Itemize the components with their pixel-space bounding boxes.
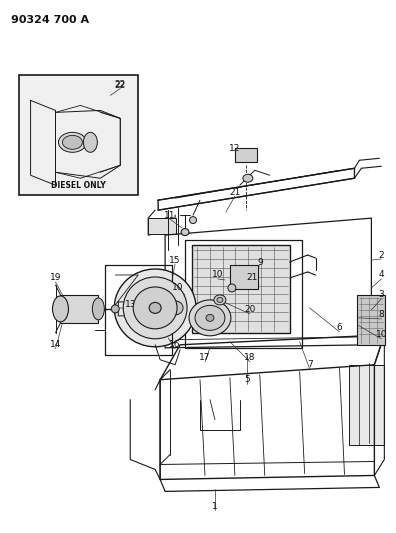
Text: 7: 7 xyxy=(307,360,312,369)
Ellipse shape xyxy=(206,314,214,321)
Text: 4: 4 xyxy=(379,270,384,279)
Ellipse shape xyxy=(167,301,183,315)
Text: 3: 3 xyxy=(379,290,384,300)
Text: 17: 17 xyxy=(199,353,211,362)
Text: 14: 14 xyxy=(50,340,61,349)
Text: 22: 22 xyxy=(115,81,126,90)
Bar xyxy=(230,265,258,289)
Text: 12: 12 xyxy=(229,144,240,153)
Ellipse shape xyxy=(217,297,223,302)
Ellipse shape xyxy=(190,216,196,224)
Text: 21: 21 xyxy=(229,188,240,197)
Text: 11: 11 xyxy=(164,211,176,220)
Ellipse shape xyxy=(243,174,253,182)
Ellipse shape xyxy=(114,269,196,347)
Ellipse shape xyxy=(59,132,86,152)
Text: 90324 700 A: 90324 700 A xyxy=(11,15,89,25)
Ellipse shape xyxy=(214,295,226,305)
Ellipse shape xyxy=(133,287,177,329)
Ellipse shape xyxy=(63,135,82,149)
Text: 15: 15 xyxy=(169,255,181,264)
Text: 8: 8 xyxy=(379,310,384,319)
Text: DIESEL ONLY: DIESEL ONLY xyxy=(51,181,106,190)
Text: 18: 18 xyxy=(244,353,255,362)
Text: 9: 9 xyxy=(257,257,263,266)
Text: 20: 20 xyxy=(244,305,255,314)
Bar xyxy=(148,218,176,234)
Bar xyxy=(192,245,290,333)
Text: 13: 13 xyxy=(124,301,136,309)
Bar xyxy=(349,365,385,445)
Ellipse shape xyxy=(189,300,231,336)
Ellipse shape xyxy=(228,284,236,292)
Text: 22: 22 xyxy=(115,80,126,89)
Text: 10: 10 xyxy=(172,284,184,293)
Text: 16: 16 xyxy=(169,340,181,349)
Text: 1: 1 xyxy=(212,502,218,511)
Ellipse shape xyxy=(123,277,187,339)
Text: 6: 6 xyxy=(337,324,343,333)
Bar xyxy=(19,76,138,195)
Ellipse shape xyxy=(195,305,225,330)
Ellipse shape xyxy=(111,305,119,313)
Ellipse shape xyxy=(53,296,69,322)
Bar xyxy=(358,295,385,345)
Text: 2: 2 xyxy=(379,251,384,260)
Bar xyxy=(235,148,257,162)
Ellipse shape xyxy=(181,229,189,236)
Ellipse shape xyxy=(149,302,161,313)
Text: 10: 10 xyxy=(212,270,224,279)
Text: 21: 21 xyxy=(246,273,257,282)
Ellipse shape xyxy=(92,298,104,320)
Text: 19: 19 xyxy=(50,273,61,282)
Text: 10: 10 xyxy=(375,330,387,340)
Ellipse shape xyxy=(84,132,97,152)
Bar xyxy=(61,295,98,323)
Text: 5: 5 xyxy=(244,375,250,384)
